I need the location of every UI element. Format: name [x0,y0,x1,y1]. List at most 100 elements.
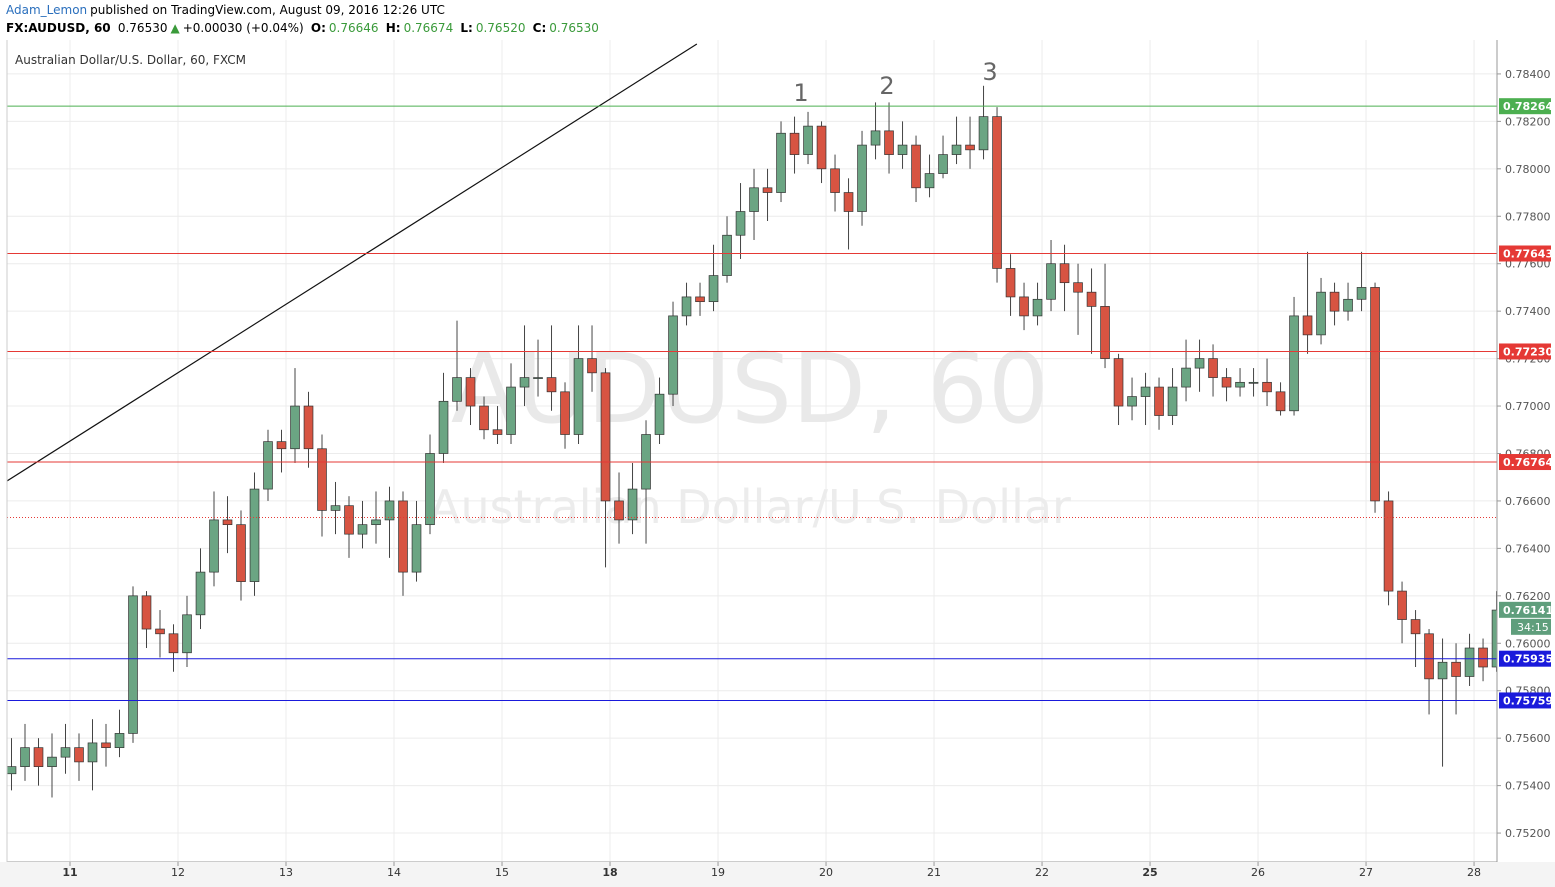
l-label: L: [460,21,473,35]
candle-body [195,571,206,616]
candle-body [1140,386,1151,397]
candle-body [7,766,17,775]
open: 0.76646 [328,21,379,35]
candle-body [1032,298,1043,317]
candle-body [1383,500,1394,592]
candle-body [1154,386,1164,416]
c-label: C: [532,21,547,35]
low: 0.76520 [475,21,526,35]
candle-body [1343,298,1353,312]
x-tick-label: 14 [387,866,401,879]
candle-body [1167,386,1178,416]
candle-body [992,116,1002,269]
candle-body [654,393,665,435]
watermark-sub: Australian Dollar/U.S. Dollar [429,480,1071,534]
author[interactable]: Adam_Lemon [6,3,88,17]
candle-body [938,154,948,174]
candle-body [1275,391,1286,412]
y-tick-label: 0.75400 [1505,780,1551,793]
level-label: 0.75935 [1503,653,1553,666]
candle-body [1127,396,1137,407]
o-label: O: [310,21,326,35]
candle-body [1086,291,1097,307]
candle-body [573,358,584,435]
symbol: FX:AUDUSD, 60 [6,21,111,35]
candle-body [884,130,894,155]
candle-body [587,358,597,374]
wave-label: 3 [982,58,997,86]
candle-body [951,144,962,155]
current-price-box [1499,601,1551,618]
y-tick-label: 0.76000 [1505,637,1551,650]
candle-body [384,500,395,521]
level-label: 0.76764 [1503,456,1553,469]
level-label-box [1499,692,1551,709]
candle-body [776,132,786,193]
level-label-box [1499,454,1551,471]
candle-body [897,144,908,155]
candle-body [1046,263,1056,300]
candle-body [128,595,138,734]
candle-body [411,524,422,573]
y-tick-label: 0.78000 [1505,163,1551,176]
x-tick-label: 21 [927,866,941,879]
level-label-box [1499,343,1551,360]
candle-body [425,453,435,526]
candle-body [1478,647,1488,668]
candle-body [695,296,705,303]
candle-body [1005,268,1016,298]
y-tick-label: 0.77800 [1505,210,1551,223]
candle-body [182,614,192,654]
last: 0.76530 [117,21,168,35]
level-label: 0.78264 [1503,100,1553,113]
y-tick-label: 0.75200 [1505,827,1551,840]
candle-body [965,144,975,151]
x-tick-label: 18 [602,866,617,879]
candle-body [1221,377,1232,388]
candle-body [263,441,273,490]
candle-body [1248,381,1259,384]
high: 0.76674 [403,21,454,35]
candle-body [209,519,219,573]
candle-body [546,377,557,393]
publish-line: Adam_Lemon published on TradingView.com, … [6,3,448,17]
candle-body [114,733,125,749]
candle-body [560,391,570,435]
candle-body [1019,296,1029,317]
candle-body [290,405,300,450]
level-label-box [1499,98,1551,115]
candle-body [668,315,678,395]
candle-body [843,192,854,212]
level-label: 0.75759 [1503,694,1553,707]
candle-body [330,505,341,511]
candle-body [1316,291,1326,336]
candle-body [614,500,624,521]
candle-body [1059,263,1070,284]
candle-body [141,595,152,630]
candle-body [155,628,165,635]
candle-body [357,524,368,535]
candle-body [600,372,611,502]
current-price-label: 0.76141 [1503,604,1553,617]
countdown: 34:15 [1517,621,1549,634]
candle-body [708,275,719,303]
y-tick-label: 0.78400 [1505,68,1551,81]
candle-body [168,633,179,654]
y-tick-label: 0.75600 [1505,732,1551,745]
candle-body [870,130,881,146]
candle-body [344,505,354,535]
candle-body [816,125,827,170]
candle-body [371,519,381,526]
candle-body [74,747,84,763]
x-tick-label: 28 [1467,866,1481,879]
candle-body [978,116,989,151]
candle-body [1289,315,1299,412]
candle-body [47,756,57,767]
x-axis-band [0,862,1555,887]
y-tick-label: 0.76200 [1505,590,1551,603]
wave-label: 2 [879,72,894,100]
published: published on TradingView.com, August 09,… [90,3,445,17]
candle-body [627,488,638,521]
candle-body [911,144,921,189]
